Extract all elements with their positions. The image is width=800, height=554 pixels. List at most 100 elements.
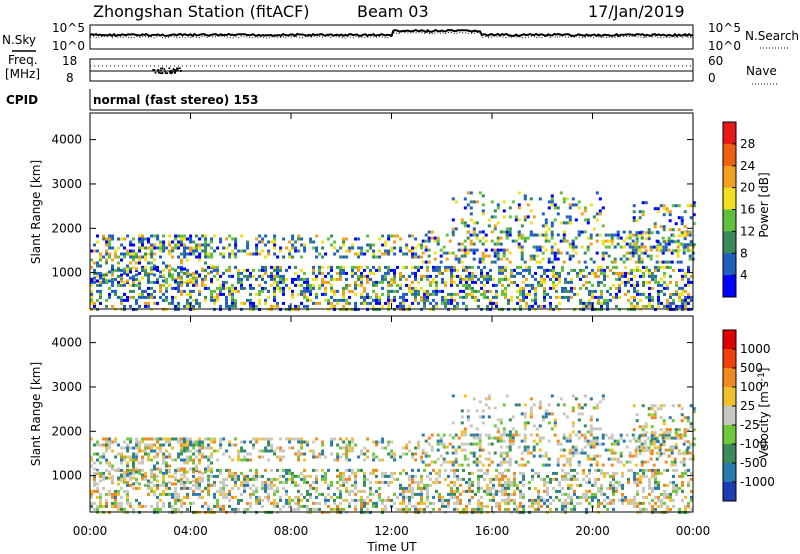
range-cell xyxy=(692,222,696,226)
range-cell xyxy=(390,246,394,250)
range-cell xyxy=(687,480,690,484)
range-cell xyxy=(207,446,210,450)
range-cell xyxy=(243,477,246,481)
range-cell xyxy=(168,480,171,484)
range-cell xyxy=(123,280,126,284)
range-cell xyxy=(381,234,385,238)
range-cell xyxy=(366,280,369,284)
range-cell xyxy=(426,489,429,493)
range-cell xyxy=(555,277,558,281)
range-cell xyxy=(210,252,214,256)
range-cell xyxy=(171,474,174,478)
range-cell xyxy=(632,210,636,214)
range-cell xyxy=(591,283,594,287)
range-cell xyxy=(513,483,516,487)
range-cell xyxy=(384,301,387,305)
range-cell xyxy=(417,301,420,305)
range-cell xyxy=(547,412,551,416)
range-cell xyxy=(351,246,355,250)
range-cell xyxy=(402,498,405,502)
range-cell xyxy=(678,295,681,299)
range-cell xyxy=(493,260,497,264)
range-cell xyxy=(632,428,636,432)
range-cell xyxy=(647,413,651,417)
range-cell xyxy=(597,477,600,481)
range-cell xyxy=(505,257,509,261)
range-cell xyxy=(553,251,557,255)
range-cell xyxy=(632,204,636,208)
range-cell xyxy=(342,237,346,241)
range-cell xyxy=(496,463,500,467)
range-cell xyxy=(594,271,597,275)
range-cell xyxy=(159,467,162,471)
range-cell xyxy=(150,443,153,447)
range-cell xyxy=(342,498,345,502)
range-cell xyxy=(372,252,376,256)
range-cell xyxy=(687,277,690,281)
range-cell xyxy=(147,304,150,308)
range-cell xyxy=(543,501,546,505)
range-cell xyxy=(664,239,668,243)
range-cell xyxy=(424,463,428,467)
range-cell xyxy=(517,242,521,246)
range-cell xyxy=(466,442,470,446)
range-cell xyxy=(339,446,343,450)
range-cell xyxy=(126,249,129,253)
range-cell xyxy=(111,501,114,505)
range-cell xyxy=(528,271,531,275)
range-cell xyxy=(439,463,443,467)
range-cell xyxy=(207,455,211,459)
range-cell xyxy=(414,480,417,484)
range-cell xyxy=(177,246,181,250)
range-cell xyxy=(447,501,450,505)
range-cell xyxy=(468,265,471,269)
freq-dot xyxy=(164,72,167,74)
range-cell xyxy=(246,240,250,244)
range-cell xyxy=(333,289,336,293)
range-cell xyxy=(348,468,351,472)
range-cell xyxy=(541,436,545,440)
range-cell xyxy=(478,439,482,443)
range-cell xyxy=(162,474,165,478)
range-cell xyxy=(375,501,378,505)
range-cell xyxy=(562,436,566,440)
range-cell xyxy=(174,243,178,247)
range-cell xyxy=(603,471,606,475)
range-cell xyxy=(234,477,237,481)
range-cell xyxy=(297,283,300,287)
range-cell xyxy=(654,477,657,481)
range-cell xyxy=(666,492,669,496)
range-cell xyxy=(360,449,364,453)
range-cell xyxy=(210,446,213,450)
range-cell xyxy=(405,243,409,247)
range-cell xyxy=(477,483,480,487)
range-cell xyxy=(234,265,237,269)
range-cell xyxy=(480,486,483,490)
range-cell xyxy=(273,292,276,296)
range-cell xyxy=(546,486,549,490)
range-cell xyxy=(441,501,444,505)
range-cell xyxy=(481,257,485,261)
range-cell xyxy=(171,298,174,302)
range-cell xyxy=(601,206,605,210)
range-cell xyxy=(228,243,232,247)
range-cell xyxy=(327,298,330,302)
range-cell xyxy=(246,458,250,462)
range-cell xyxy=(606,289,609,293)
range-cell xyxy=(689,425,693,429)
range-cell xyxy=(597,504,600,508)
range-cell xyxy=(150,270,153,274)
range-cell xyxy=(414,271,417,275)
range-cell xyxy=(627,501,630,505)
range-cell xyxy=(660,301,663,305)
range-cell xyxy=(657,480,660,484)
range-cell xyxy=(598,212,602,216)
range-cell xyxy=(686,204,690,208)
range-cell xyxy=(567,289,570,293)
range-cell xyxy=(411,234,415,238)
range-cell xyxy=(483,471,486,475)
range-cell xyxy=(423,507,426,511)
range-cell xyxy=(460,442,464,446)
range-cell xyxy=(234,243,238,247)
range-cell xyxy=(129,474,132,478)
